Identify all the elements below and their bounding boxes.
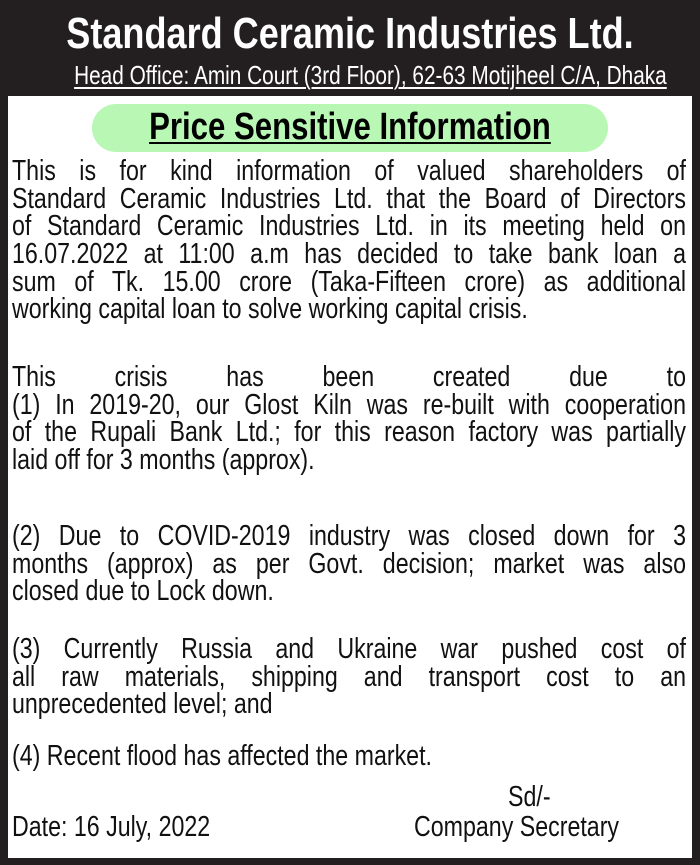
paragraph: (2) Due to COVID-2019 industry was close… (12, 520, 686, 608)
text-line: months (approx) as per Govt. decision; m… (12, 547, 686, 580)
text-line: of the Rupali Bank Ltd.; for this reason… (12, 416, 686, 449)
text-line: This is for kind information of valued s… (12, 155, 686, 187)
paragraph: (3) Currently Russia and Ukraine war pus… (12, 633, 686, 721)
text-line: all raw materials, shipping and transpor… (12, 660, 686, 693)
text-line: 16.07.2022 at 11:00 a.m has decided to t… (12, 238, 686, 271)
head-office-address: Head Office: Amin Court (3rd Floor), 62-… (0, 60, 700, 90)
text-line: sum of Tk. 15.00 crore (Taka-Fifteen cro… (12, 265, 686, 298)
text-line: (2) Due to COVID-2019 industry was close… (12, 520, 686, 552)
notice-body: Price Sensitive Information This is for … (8, 96, 692, 858)
company-name: Standard Ceramic Industries Ltd. (0, 8, 700, 60)
notice-date: Date: 16 July, 2022 (12, 811, 211, 843)
notice-title-badge: Price Sensitive Information (92, 104, 608, 152)
text-line: (1) In 2019-20, our Glost Kiln was re-bu… (12, 388, 686, 421)
paragraph: This crisis has been created due to (1) I… (12, 361, 686, 477)
paragraph: (4) Recent flood has affected the market… (12, 740, 686, 772)
text-line: working capital loan to solve working ca… (12, 293, 528, 326)
text-line: Standard Ceramic Industries Ltd. that th… (12, 182, 686, 215)
text-line: This crisis has been created due to (12, 361, 686, 393)
text-line: (4) Recent flood has affected the market… (12, 740, 432, 772)
address-text: Head Office: Amin Court (3rd Floor), 62-… (74, 60, 667, 90)
text-line: of Standard Ceramic Industries Ltd. in i… (12, 210, 686, 243)
company-name-text: Standard Ceramic Industries Ltd. (66, 9, 634, 58)
signed-mark: Sd/- (508, 781, 551, 813)
paragraph: This is for kind information of valued s… (12, 155, 686, 326)
text-line: closed due to Lock down. (12, 575, 274, 608)
text-line: unprecedented level; and (12, 688, 273, 721)
signatory: Company Secretary (414, 811, 620, 843)
text-line: (3) Currently Russia and Ukraine war pus… (12, 633, 686, 665)
notice-title: Price Sensitive Information (149, 106, 551, 148)
text-line: laid off for 3 months (approx). (12, 444, 315, 477)
